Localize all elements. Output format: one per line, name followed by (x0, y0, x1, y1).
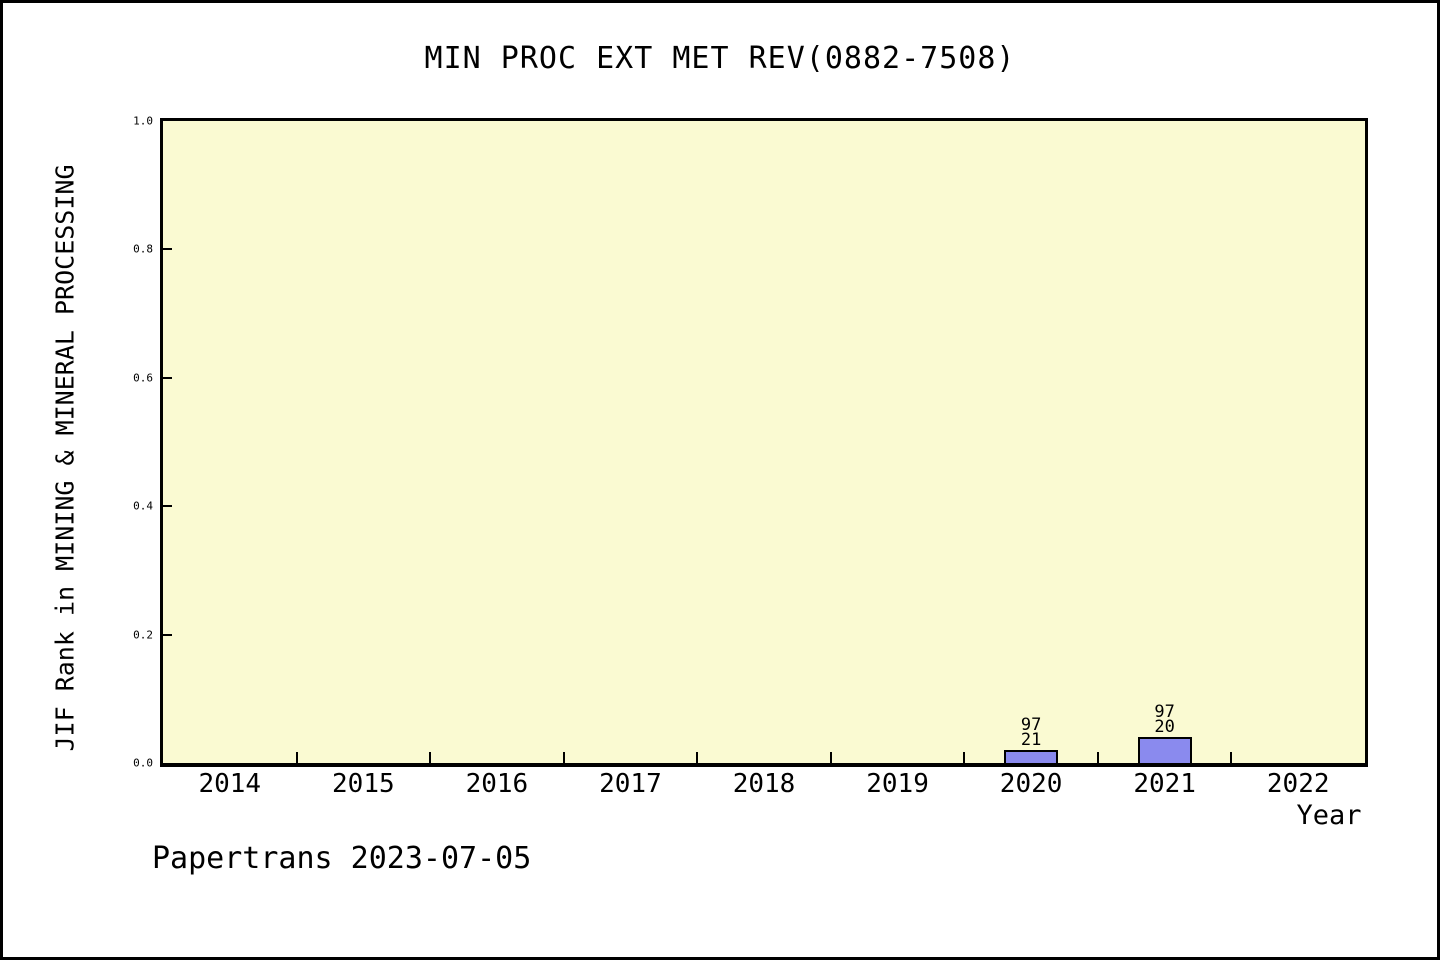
x-tick-label-2017: 2017 (599, 769, 662, 799)
x-tick-mark (562, 752, 565, 763)
x-tick-label-2022: 2022 (1266, 769, 1330, 799)
x-tick-label-2018: 2018 (732, 769, 796, 799)
y-tick-label: 0.2 (133, 628, 153, 642)
y-tick-mark (163, 633, 172, 636)
y-tick-label: 0.0 (133, 756, 153, 770)
y-tick-label: 0.4 (133, 499, 153, 513)
y-tick-label: 1.0 (133, 114, 153, 128)
x-axis-label: Year (1296, 800, 1362, 831)
y-axis-label: JIF Rank in MINING & MINERAL PROCESSING (50, 164, 80, 752)
x-tick-mark (829, 752, 832, 763)
bar-value-label-2021: 97 20 (1154, 702, 1175, 738)
x-tick-mark (1096, 752, 1099, 763)
x-tick-label-2021: 2021 (1133, 769, 1196, 799)
x-tick-label-2014: 2014 (198, 769, 262, 799)
y-tick-mark (163, 248, 172, 251)
bar-2020 (1004, 750, 1059, 763)
x-tick-mark (295, 752, 298, 763)
x-tick-label-2020: 2020 (999, 769, 1063, 799)
chart-title: MIN PROC EXT MET REV(0882-7508) (424, 41, 1016, 76)
x-tick-mark (429, 752, 432, 763)
bar-value-label-2020: 97 21 (1020, 715, 1042, 751)
x-tick-label-2016: 2016 (465, 769, 529, 799)
x-tick-label-2019: 2019 (866, 769, 929, 799)
y-tick-label: 0.8 (133, 242, 153, 256)
plot-area: 1.0 0.8 0.6 0.4 0.2 0.0 2014 2015 2016 2017 2018 20… (133, 115, 1368, 799)
x-tick-mark (963, 752, 966, 763)
y-tick-mark (163, 376, 172, 379)
x-tick-label-2015: 2015 (332, 769, 395, 799)
watermark-text: Papertrans 2023-07-05 (152, 841, 532, 876)
x-tick-mark (1230, 752, 1233, 763)
bar-2021 (1137, 737, 1192, 763)
y-tick-label: 0.6 (133, 371, 153, 385)
y-tick-mark (163, 505, 172, 508)
x-tick-mark (696, 752, 699, 763)
